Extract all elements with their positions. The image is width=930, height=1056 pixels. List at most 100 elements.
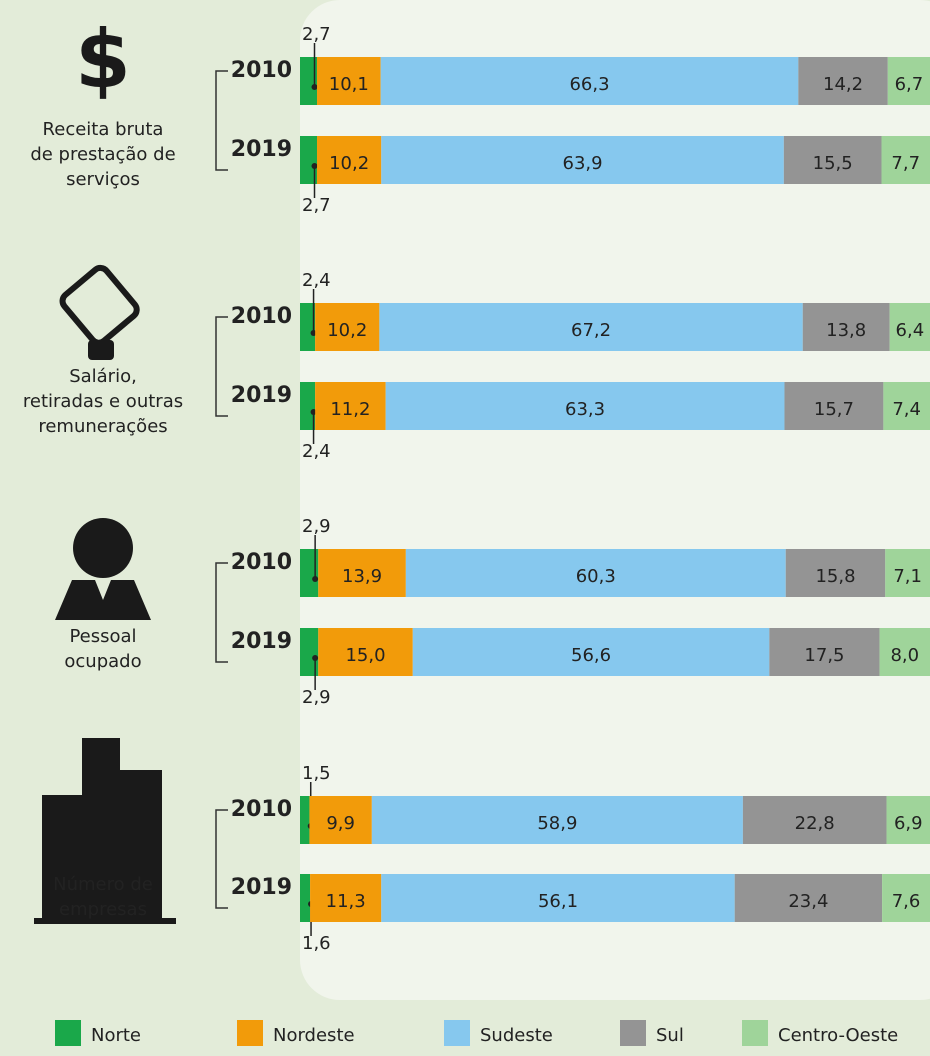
legend-swatch bbox=[742, 1020, 768, 1046]
value-label: 56,1 bbox=[538, 891, 578, 912]
value-label: 10,2 bbox=[329, 153, 369, 174]
bar-segment bbox=[371, 796, 743, 844]
group-label: retiradas e outras bbox=[23, 391, 183, 412]
bar-segment bbox=[300, 628, 319, 676]
bar-segment bbox=[883, 382, 930, 430]
bar-segment bbox=[881, 136, 930, 184]
year-label: 2019 bbox=[231, 137, 292, 162]
group-label: Salário, bbox=[69, 366, 137, 387]
leader-dot bbox=[311, 84, 318, 90]
bar-segment bbox=[742, 796, 887, 844]
leader-dot bbox=[312, 655, 319, 661]
legend-label: Sudeste bbox=[480, 1025, 553, 1046]
value-label: 8,0 bbox=[890, 645, 919, 666]
year-label: 2010 bbox=[231, 58, 292, 83]
value-label: 7,1 bbox=[893, 566, 922, 587]
year-label: 2010 bbox=[231, 550, 292, 575]
bar-segment bbox=[300, 303, 316, 351]
bar-segment bbox=[798, 57, 888, 105]
bar-segment bbox=[300, 136, 318, 184]
bar-segment bbox=[882, 874, 930, 922]
bar-segment bbox=[309, 796, 372, 844]
year-label: 2019 bbox=[231, 629, 292, 654]
group-label: ocupado bbox=[64, 651, 141, 672]
leader-dot bbox=[311, 163, 318, 169]
bar-segment bbox=[318, 628, 413, 676]
value-label: 7,7 bbox=[891, 153, 920, 174]
panel bbox=[300, 0, 930, 1000]
value-label: 9,9 bbox=[326, 813, 355, 834]
icons: $ bbox=[34, 13, 176, 924]
value-label: 2,9 bbox=[302, 687, 331, 708]
value-label: 56,6 bbox=[571, 645, 611, 666]
legend-swatch bbox=[237, 1020, 263, 1046]
leader-dot bbox=[310, 330, 317, 336]
year-label: 2019 bbox=[231, 875, 292, 900]
bar-segment bbox=[885, 549, 930, 597]
value-label: 60,3 bbox=[576, 566, 616, 587]
legend-label: Nordeste bbox=[273, 1025, 355, 1046]
value-label: 2,4 bbox=[302, 270, 331, 291]
year-label: 2019 bbox=[231, 383, 292, 408]
bar-segment bbox=[769, 628, 880, 676]
bar-segment bbox=[785, 549, 886, 597]
year-label: 2010 bbox=[231, 304, 292, 329]
value-label: 15,7 bbox=[814, 399, 854, 420]
bar-segment bbox=[405, 549, 786, 597]
bar-segment bbox=[381, 874, 735, 922]
value-label: 14,2 bbox=[823, 74, 863, 95]
value-label: 15,5 bbox=[813, 153, 853, 174]
bar-segment bbox=[300, 796, 310, 844]
bar-segment bbox=[315, 303, 380, 351]
bar-segment bbox=[317, 57, 381, 105]
group-label: Receita bruta bbox=[43, 119, 164, 140]
value-label: 22,8 bbox=[795, 813, 835, 834]
value-label: 63,3 bbox=[565, 399, 605, 420]
bar-segment bbox=[300, 874, 311, 922]
value-label: 1,6 bbox=[302, 933, 331, 954]
bracket bbox=[215, 316, 228, 417]
value-label: 66,3 bbox=[569, 74, 609, 95]
group-label: Pessoal bbox=[69, 626, 136, 647]
legend-label: Norte bbox=[91, 1025, 141, 1046]
value-label: 17,5 bbox=[804, 645, 844, 666]
value-label: 11,3 bbox=[326, 891, 366, 912]
value-label: 67,2 bbox=[571, 320, 611, 341]
bar-segment bbox=[783, 136, 882, 184]
value-label: 11,2 bbox=[330, 399, 370, 420]
bar-segment bbox=[379, 303, 803, 351]
leader-dot bbox=[310, 409, 317, 415]
bar-segment bbox=[300, 549, 319, 597]
group-label: de prestação de bbox=[30, 144, 175, 165]
bar-segment bbox=[886, 796, 930, 844]
group-label: serviços bbox=[66, 169, 140, 190]
bracket bbox=[215, 562, 228, 663]
group-label: remunerações bbox=[38, 416, 167, 437]
value-label: 13,8 bbox=[826, 320, 866, 341]
bracket bbox=[215, 809, 228, 909]
bracket bbox=[215, 70, 228, 171]
group-label: empresas bbox=[59, 899, 147, 920]
value-label: 2,7 bbox=[302, 24, 331, 45]
bar-segment bbox=[385, 382, 785, 430]
bar-segment bbox=[734, 874, 883, 922]
value-label: 13,9 bbox=[342, 566, 382, 587]
leader-dot bbox=[312, 576, 319, 582]
value-label: 58,9 bbox=[537, 813, 577, 834]
value-label: 15,8 bbox=[815, 566, 855, 587]
value-label: 10,1 bbox=[329, 74, 369, 95]
legend-label: Centro-Oeste bbox=[778, 1025, 898, 1046]
value-label: 6,9 bbox=[894, 813, 923, 834]
bar-segment bbox=[887, 57, 930, 105]
value-label: 2,7 bbox=[302, 195, 331, 216]
legend-swatch bbox=[55, 1020, 81, 1046]
group-label: Número de bbox=[53, 874, 153, 895]
legend-swatch bbox=[620, 1020, 646, 1046]
bar-segment bbox=[310, 874, 382, 922]
bar-segment bbox=[300, 382, 316, 430]
legend-swatch bbox=[444, 1020, 470, 1046]
dollar-icon: $ bbox=[75, 13, 131, 106]
bar-segment bbox=[381, 136, 784, 184]
year-label: 2010 bbox=[231, 797, 292, 822]
